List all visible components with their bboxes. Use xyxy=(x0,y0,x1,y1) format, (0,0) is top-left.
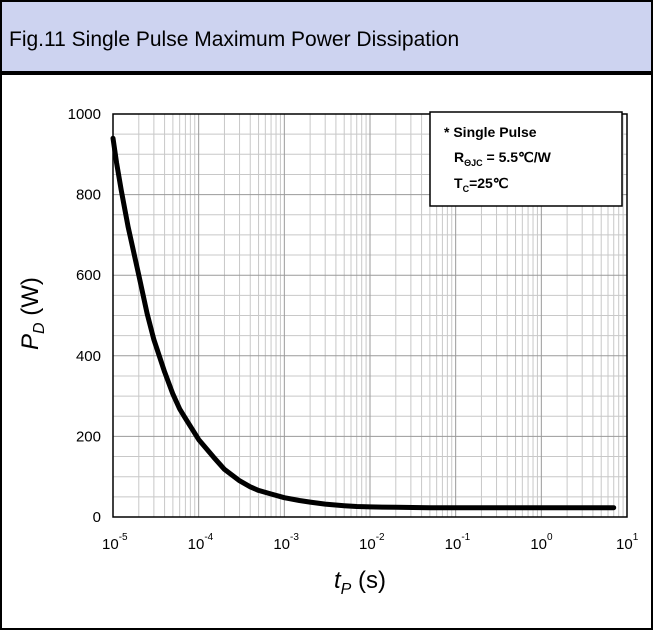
power-curve-line xyxy=(110,135,617,511)
legend-line-1: * Single Pulse xyxy=(444,124,537,140)
x-tick-label: 10-1 xyxy=(445,532,471,553)
y-tick-label: 600 xyxy=(76,267,101,284)
y-axis-title: PD (W) xyxy=(17,277,48,350)
y-tick-label: 0 xyxy=(93,509,101,526)
x-axis-title: tP (s) xyxy=(334,567,386,598)
legend-box: * Single Pulse RΘJC = 5.5℃/W TC=25℃ xyxy=(429,111,623,207)
y-axis-ticks: 0 200 400 600 800 1000 xyxy=(68,106,101,526)
legend-border xyxy=(429,111,623,207)
x-axis-ticks: 10-5 10-4 10-3 10-2 10-1 100 101 xyxy=(102,532,639,553)
y-tick-label: 200 xyxy=(76,428,101,445)
x-tick-label: 10-4 xyxy=(188,532,214,553)
x-tick-label: 10-5 xyxy=(102,532,128,553)
x-tick-label: 101 xyxy=(616,532,639,553)
legend-line-3: TC=25℃ xyxy=(454,175,509,194)
legend-line-2: RΘJC = 5.5℃/W xyxy=(454,149,552,168)
y-tick-label: 800 xyxy=(76,187,101,204)
y-tick-label: 400 xyxy=(76,348,101,365)
x-tick-label: 10-3 xyxy=(273,532,299,553)
figure-title: Fig.11 Single Pulse Maximum Power Dissip… xyxy=(9,28,460,51)
y-tick-label: 1000 xyxy=(68,106,101,123)
plot-area-border xyxy=(112,113,628,518)
x-tick-label: 10-2 xyxy=(359,532,385,553)
x-tick-label: 100 xyxy=(530,532,553,553)
figure-header: Fig.11 Single Pulse Maximum Power Dissip… xyxy=(2,2,651,75)
